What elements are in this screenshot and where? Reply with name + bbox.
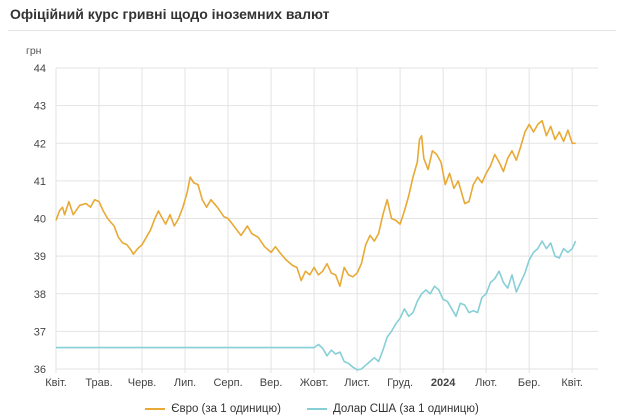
series-line-eur (55, 119, 576, 287)
y-tick-label: 40 (34, 214, 46, 226)
x-tick-label: Лист. (344, 377, 370, 389)
y-tick-label: 38 (34, 289, 46, 301)
legend-swatch-usd (306, 408, 327, 410)
x-tick-label: Груд. (387, 377, 413, 389)
x-axis: Квіт. Трав. Черв. Лип. Серп. Вер. Жовт. Лист. Гр… (45, 377, 583, 389)
y-tick-label: 39 (34, 251, 46, 263)
x-tick-label: Жовт. (300, 377, 329, 389)
x-tick-label: Лют. (475, 377, 497, 389)
x-tick-label: Трав. (85, 377, 112, 389)
x-tick-label: Черв. (128, 377, 156, 389)
x-tick-label: Квіт. (45, 377, 67, 389)
page-title: Офіційний курс гривні щодо іноземних вал… (10, 6, 330, 22)
grid-lines (55, 67, 598, 373)
y-tick-label: 37 (34, 326, 46, 338)
x-tick-label: 2024 (431, 377, 456, 389)
series-layer (55, 119, 577, 371)
legend-label-eur: Євро (за 1 одиницю) (171, 403, 281, 415)
series-line-usd (56, 240, 577, 371)
y-tick-label: 42 (34, 138, 46, 150)
legend-label-usd: Долар США (за 1 одиницю) (332, 403, 479, 415)
title-divider (8, 30, 616, 31)
y-tick-label: 41 (34, 176, 46, 188)
y-tick-label: 43 (34, 101, 46, 113)
x-tick-label: Квіт. (561, 377, 583, 389)
legend-item-eur[interactable]: Євро (за 1 одиницю) (145, 401, 281, 417)
legend-swatch-eur (145, 408, 166, 410)
y-tick-label: 44 (34, 63, 46, 75)
x-tick-label: Серп. (213, 377, 242, 389)
y-tick-label: 36 (34, 364, 46, 376)
legend-item-usd[interactable]: Долар США (за 1 одиницю) (306, 401, 479, 417)
x-tick-label: Лип. (174, 377, 196, 389)
legend: Євро (за 1 одиницю) Долар США (за 1 один… (0, 401, 624, 417)
y-axis: 36 37 38 39 40 41 42 43 44 (34, 63, 46, 376)
x-tick-label: Бер. (518, 377, 541, 389)
x-tick-label: Вер. (260, 377, 283, 389)
y-axis-label: грн (26, 45, 42, 57)
